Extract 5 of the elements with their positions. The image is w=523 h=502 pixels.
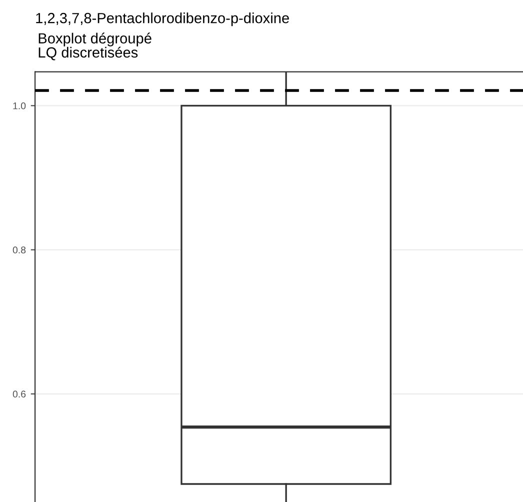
y-tick-label: 0.6 — [12, 390, 26, 398]
y-tick-label: 0.8 — [12, 246, 26, 254]
chart-title: 1,2,3,7,8-Pentachlorodibenzo-p-dioxine — [36, 12, 289, 26]
y-tick-label: 1.0 — [13, 102, 26, 110]
chart-subtitle: Boxplot dégroupé LQ discretisées — [38, 32, 152, 60]
